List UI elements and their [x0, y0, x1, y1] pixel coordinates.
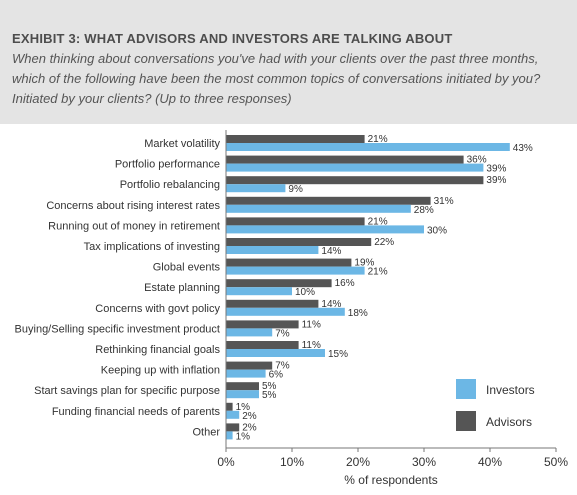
investors-value-label: 5%	[262, 390, 277, 401]
category-label: Buying/Selling specific investment produ…	[15, 323, 220, 335]
advisors-bar	[226, 279, 332, 288]
investors-value-label: 9%	[288, 184, 303, 195]
exhibit-title: EXHIBIT 3: WHAT ADVISORS AND INVESTORS A…	[12, 31, 453, 46]
advisors-value-label: 2%	[242, 422, 257, 433]
advisors-value-label: 11%	[302, 319, 321, 330]
investors-bar	[226, 143, 510, 151]
investors-value-label: 15%	[328, 349, 348, 360]
category-label: Market volatility	[144, 138, 220, 150]
advisors-bar	[226, 423, 240, 432]
advisors-bar	[226, 382, 259, 391]
advisors-bar	[226, 155, 464, 164]
advisors-value-label: 21%	[368, 216, 388, 227]
category-label: Funding financial needs of parents	[52, 406, 221, 418]
exhibit-header: EXHIBIT 3: WHAT ADVISORS AND INVESTORS A…	[0, 0, 577, 124]
advisors-bar	[226, 258, 352, 267]
exhibit-question: When thinking about conversations you've…	[12, 51, 541, 106]
investors-value-label: 18%	[348, 308, 368, 319]
advisors-bar	[226, 135, 365, 143]
advisors-value-label: 16%	[335, 278, 355, 289]
category-label: Rethinking financial goals	[95, 344, 220, 356]
x-tick-label: 10%	[280, 455, 304, 469]
advisors-value-label: 1%	[236, 402, 251, 413]
advisors-bar	[226, 176, 484, 185]
investors-value-label: 6%	[269, 370, 284, 381]
category-label: Global events	[153, 262, 221, 274]
advisors-bar	[226, 361, 273, 370]
investors-bar	[226, 266, 365, 275]
category-label: Tax implications of investing	[84, 241, 220, 253]
x-tick-label: 20%	[346, 455, 370, 469]
x-tick-label: 50%	[544, 455, 568, 469]
advisors-value-label: 11%	[302, 340, 321, 351]
advisors-value-label: 5%	[262, 381, 277, 392]
advisors-value-label: 14%	[321, 299, 341, 310]
x-tick-label: 0%	[217, 455, 235, 469]
category-label: Concerns with govt policy	[95, 303, 220, 315]
advisors-value-label: 7%	[275, 361, 290, 372]
advisors-bar	[226, 196, 431, 205]
investors-bar	[226, 225, 424, 234]
advisors-value-label: 22%	[374, 237, 394, 248]
legend-label-investors: Investors	[486, 383, 535, 397]
investors-value-label: 28%	[414, 205, 434, 216]
legend-swatch-advisors	[456, 411, 476, 431]
investors-bar	[226, 328, 273, 337]
investors-bar	[226, 349, 325, 357]
investors-bar	[226, 431, 233, 440]
advisors-value-label: 36%	[467, 155, 487, 166]
advisors-value-label: 31%	[434, 196, 454, 207]
investors-value-label: 2%	[242, 411, 257, 422]
category-label: Other	[192, 426, 220, 438]
advisors-value-label: 21%	[368, 134, 388, 145]
investors-value-label: 1%	[236, 431, 251, 442]
investors-bar	[226, 204, 411, 213]
investors-value-label: 21%	[368, 267, 388, 278]
investors-value-label: 43%	[513, 143, 533, 154]
investors-value-label: 39%	[486, 164, 506, 175]
advisors-bar	[226, 217, 365, 226]
investors-bar	[226, 369, 266, 378]
investors-bar	[226, 184, 286, 193]
investors-value-label: 30%	[427, 225, 447, 236]
investors-value-label: 14%	[321, 246, 341, 257]
investors-bar	[226, 246, 319, 254]
legend-label-advisors: Advisors	[486, 415, 532, 429]
investors-bar	[226, 287, 292, 296]
investors-value-label: 10%	[295, 287, 315, 298]
category-label: Start savings plan for specific purpose	[34, 385, 220, 397]
advisors-bar	[226, 320, 299, 329]
investors-bar	[226, 163, 484, 172]
advisors-value-label: 39%	[486, 175, 506, 186]
advisors-bar	[226, 299, 319, 308]
category-label: Estate planning	[144, 282, 220, 294]
bar-chart: Market volatility 21% 43% Portfolio perform…	[15, 130, 568, 487]
category-label: Keeping up with inflation	[101, 365, 220, 377]
x-axis-title: % of respondents	[344, 473, 437, 487]
legend-swatch-investors	[456, 379, 476, 399]
investors-bar	[226, 390, 259, 399]
category-label: Concerns about rising interest rates	[46, 200, 220, 212]
category-label: Portfolio performance	[115, 159, 220, 171]
investors-value-label: 7%	[275, 328, 290, 339]
category-label: Running out of money in retirement	[48, 220, 220, 232]
category-label: Portfolio rebalancing	[120, 179, 220, 191]
x-tick-label: 40%	[478, 455, 502, 469]
investors-bar	[226, 410, 240, 419]
x-tick-label: 30%	[412, 455, 436, 469]
advisors-bar	[226, 402, 233, 411]
advisors-bar	[226, 238, 372, 246]
advisors-bar	[226, 341, 299, 349]
advisors-value-label: 19%	[354, 258, 374, 269]
investors-bar	[226, 307, 345, 316]
